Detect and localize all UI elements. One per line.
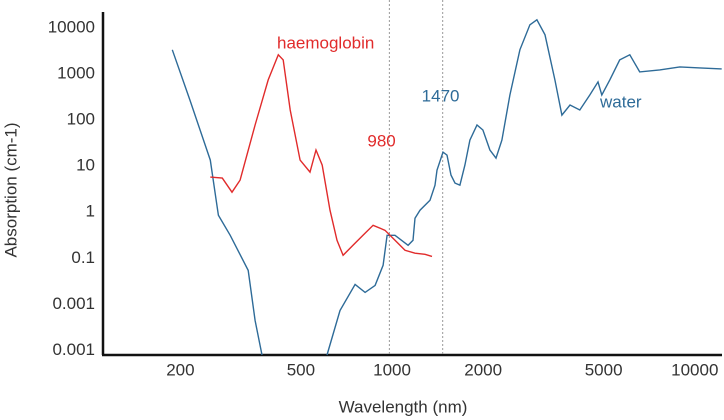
series-line bbox=[210, 53, 433, 258]
x-tick-label: 1000 bbox=[373, 360, 411, 379]
marker-label: 980 bbox=[367, 131, 395, 150]
x-tick-label: 500 bbox=[287, 360, 315, 379]
y-tick-label: 1000 bbox=[57, 63, 95, 82]
y-tick-label: 0.001 bbox=[52, 340, 95, 359]
x-tick-label: 10000 bbox=[671, 360, 718, 379]
x-axis-label: Wavelength (nm) bbox=[339, 397, 468, 416]
series-label: water bbox=[599, 92, 642, 111]
y-tick-label: 1 bbox=[86, 202, 95, 221]
x-tick-label: 5000 bbox=[585, 360, 623, 379]
series-line bbox=[171, 18, 722, 356]
x-tick-label: 2000 bbox=[464, 360, 502, 379]
y-tick-label: 10 bbox=[76, 156, 95, 175]
y-tick-label: 10000 bbox=[48, 17, 95, 36]
y-axis-label: Absorption (cm-1) bbox=[1, 122, 20, 257]
y-tick-label: 0.1 bbox=[71, 248, 95, 267]
y-tick-label: 0.001 bbox=[52, 294, 95, 313]
x-tick-label: 200 bbox=[166, 360, 194, 379]
y-tick-label: 100 bbox=[67, 109, 95, 128]
series-label: haemoglobin bbox=[277, 33, 374, 52]
marker-label: 1470 bbox=[422, 86, 460, 105]
